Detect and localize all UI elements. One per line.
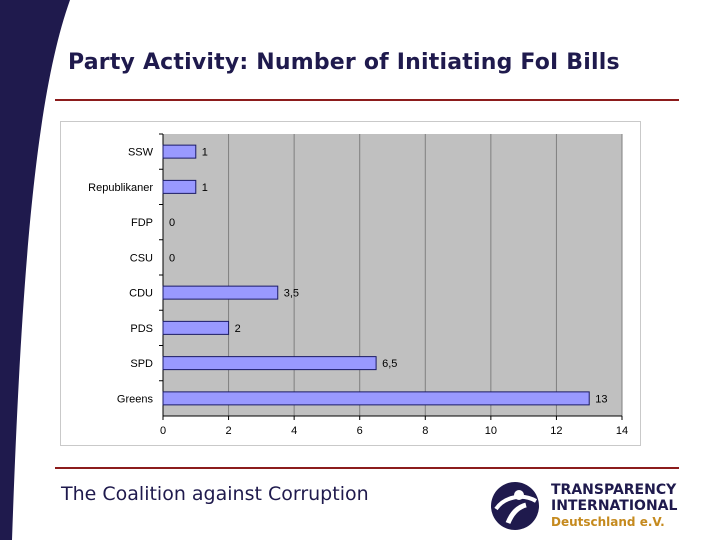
data-label: 0 [169,252,175,264]
slide-title: Party Activity: Number of Initiating FoI… [68,50,620,75]
data-label: 13 [595,393,607,405]
bar [162,285,279,300]
swoosh-shape [0,0,70,540]
plot-area [163,134,622,416]
bar [162,391,590,406]
transparency-international-logo: TRANSPARENCY INTERNATIONAL Deutschland e… [488,479,708,533]
bar-chart: 0 2 4 6 8 10 12 14 SSW 1 Republikaner 1 FDP 0 CSU 0 CDU 3… [88,133,628,437]
chart-frame: 0 2 4 6 8 10 12 14 SSW 1 Republikaner 1 FDP 0 CSU 0 CDU 3… [60,121,641,446]
y-category-label: PDS [130,323,153,335]
y-category-label: CSU [130,252,153,264]
x-tick-label: 0 [160,425,166,437]
footer-divider [55,467,679,469]
x-tick-label: 12 [550,425,562,437]
data-label: 2 [235,323,241,335]
data-label: 6,5 [382,358,397,370]
footer-text: The Coalition against Corruption [61,483,369,505]
bar [162,320,230,335]
x-tick-label: 8 [422,425,428,437]
x-tick-label: 10 [485,425,497,437]
y-category-label: Republikaner [88,182,153,194]
data-label: 1 [202,147,208,159]
data-label: 1 [202,182,208,194]
logo-line-international: INTERNATIONAL [551,498,678,514]
y-category-label: SSW [128,147,154,159]
x-tick-label: 14 [616,425,628,437]
x-tick-label: 2 [226,425,232,437]
bar [162,356,377,371]
y-category-label: FDP [131,217,153,229]
y-category-label: Greens [117,393,154,405]
globe-person-icon [491,482,539,530]
data-label: 0 [169,217,175,229]
logo-line-deutschland: Deutschland e.V. [551,515,665,529]
bar [162,179,197,194]
y-category-label: SPD [130,358,153,370]
bar [162,144,197,159]
x-tick-label: 4 [291,425,297,437]
title-divider [55,99,679,101]
y-category-label: CDU [129,288,153,300]
data-label: 3,5 [284,288,299,300]
x-tick-label: 6 [357,425,363,437]
logo-line-transparency: TRANSPARENCY [551,482,677,498]
